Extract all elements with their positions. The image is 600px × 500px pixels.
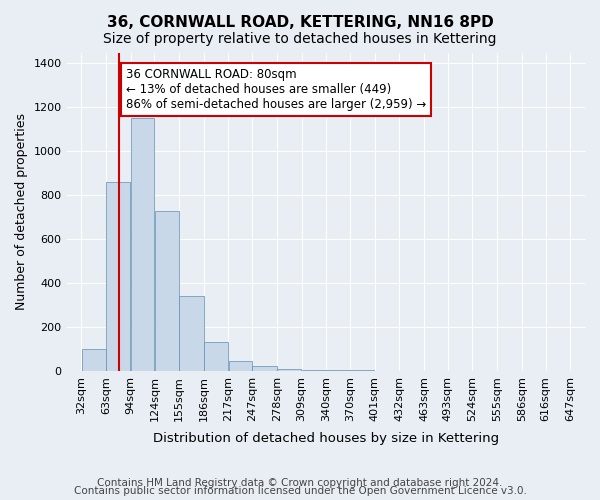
Text: Size of property relative to detached houses in Kettering: Size of property relative to detached ho…	[103, 32, 497, 46]
Text: 36, CORNWALL ROAD, KETTERING, NN16 8PD: 36, CORNWALL ROAD, KETTERING, NN16 8PD	[107, 15, 493, 30]
Bar	[277, 368, 301, 371]
Bar	[131, 118, 154, 371]
Text: Contains public sector information licensed under the Open Government Licence v3: Contains public sector information licen…	[74, 486, 526, 496]
X-axis label: Distribution of detached houses by size in Kettering: Distribution of detached houses by size …	[153, 432, 499, 445]
Bar	[106, 182, 130, 371]
Bar	[204, 342, 228, 371]
Bar	[302, 370, 326, 371]
Bar	[82, 349, 106, 371]
Bar	[229, 361, 252, 371]
Y-axis label: Number of detached properties: Number of detached properties	[15, 113, 28, 310]
Bar	[155, 210, 179, 371]
Text: 36 CORNWALL ROAD: 80sqm
← 13% of detached houses are smaller (449)
86% of semi-d: 36 CORNWALL ROAD: 80sqm ← 13% of detache…	[126, 68, 426, 111]
Bar	[179, 296, 203, 371]
Bar	[326, 370, 350, 371]
Text: Contains HM Land Registry data © Crown copyright and database right 2024.: Contains HM Land Registry data © Crown c…	[97, 478, 503, 488]
Bar	[253, 366, 277, 371]
